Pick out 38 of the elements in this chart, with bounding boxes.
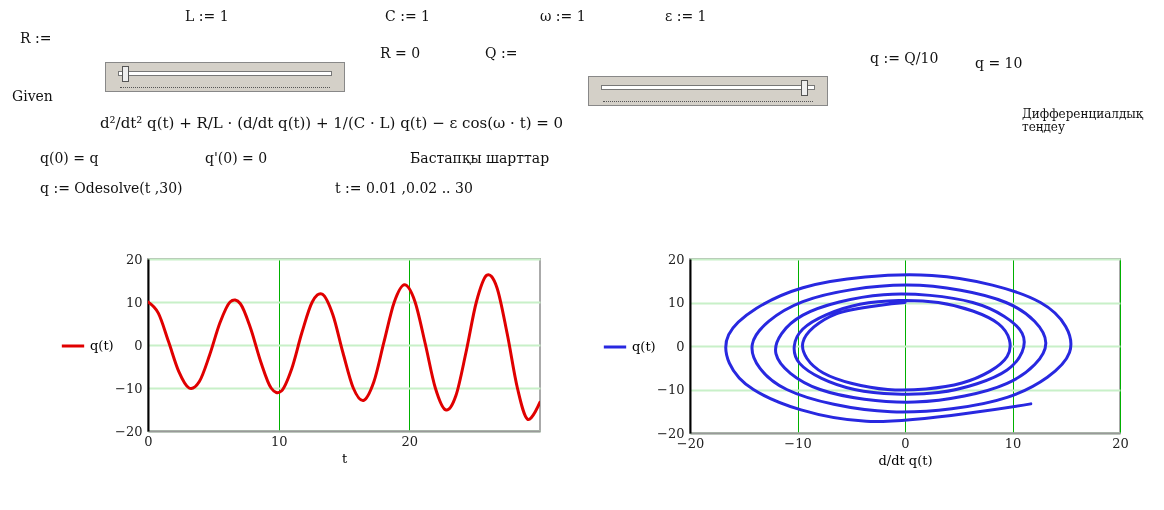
text: q = 10 — [975, 55, 1023, 71]
text: ε := 1 — [665, 8, 707, 24]
y-tick-label: −20 — [115, 423, 143, 439]
text: q := Q/10 — [870, 50, 939, 66]
legend-label: q(t) — [632, 339, 656, 354]
text: R = 0 — [380, 45, 421, 61]
y-tick-label: −10 — [115, 380, 143, 396]
text: q'(0) = 0 — [205, 150, 268, 166]
x-tick-label: 10 — [270, 433, 288, 449]
text: ω := 1 — [540, 8, 586, 24]
x-axis-title: t — [341, 450, 348, 466]
x-axis-title: d/dt q(t) — [878, 452, 933, 468]
x-tick-label: 20 — [1112, 435, 1129, 451]
y-tick-label: 20 — [667, 251, 685, 267]
y-tick-label: 10 — [667, 295, 685, 310]
x-tick-label: 0 — [901, 435, 910, 451]
x-tick-label: 0 — [144, 433, 153, 449]
y-tick-label: 10 — [125, 294, 143, 310]
text: Дифференциалдық теңдеу — [1022, 107, 1145, 134]
x-tick-label: 10 — [1004, 435, 1022, 451]
y-tick-label: 0 — [676, 338, 685, 354]
text: R := — [20, 30, 52, 46]
text: q(0) = q — [40, 150, 99, 166]
legend-label: q(t) — [90, 338, 114, 353]
text: q := Odesolve(t ,30) — [40, 180, 183, 196]
line-series — [148, 273, 540, 421]
text: C := 1 — [385, 8, 430, 24]
y-tick-label: 0 — [134, 337, 143, 353]
y-tick-label: −10 — [657, 382, 685, 397]
text: Given — [12, 88, 53, 104]
text: Q := — [485, 45, 518, 61]
x-tick-label: 20 — [401, 433, 419, 449]
x-tick-label: −10 — [784, 435, 812, 451]
y-tick-label: 20 — [125, 251, 143, 267]
text: d²/dt² q(t) + R/L · (d/dt q(t)) + 1/(C · L) q(t) − ε cos(ω · t) = 0 — [100, 114, 564, 132]
text: Бастапқы шарттар — [410, 150, 550, 166]
text: L := 1 — [185, 8, 229, 24]
text: t := 0.01 ,0.02 .. 30 — [335, 180, 473, 196]
